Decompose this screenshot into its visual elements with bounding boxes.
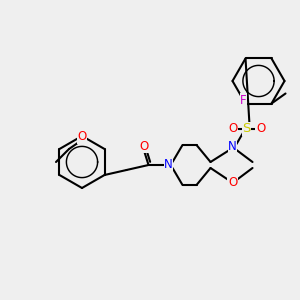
Text: N: N xyxy=(164,158,173,172)
Text: N: N xyxy=(228,140,237,154)
Text: O: O xyxy=(77,130,87,143)
Text: S: S xyxy=(242,122,251,136)
Text: O: O xyxy=(139,140,148,152)
Text: F: F xyxy=(240,94,247,107)
Text: O: O xyxy=(256,122,265,136)
Text: O: O xyxy=(228,122,237,136)
Text: O: O xyxy=(228,176,237,190)
